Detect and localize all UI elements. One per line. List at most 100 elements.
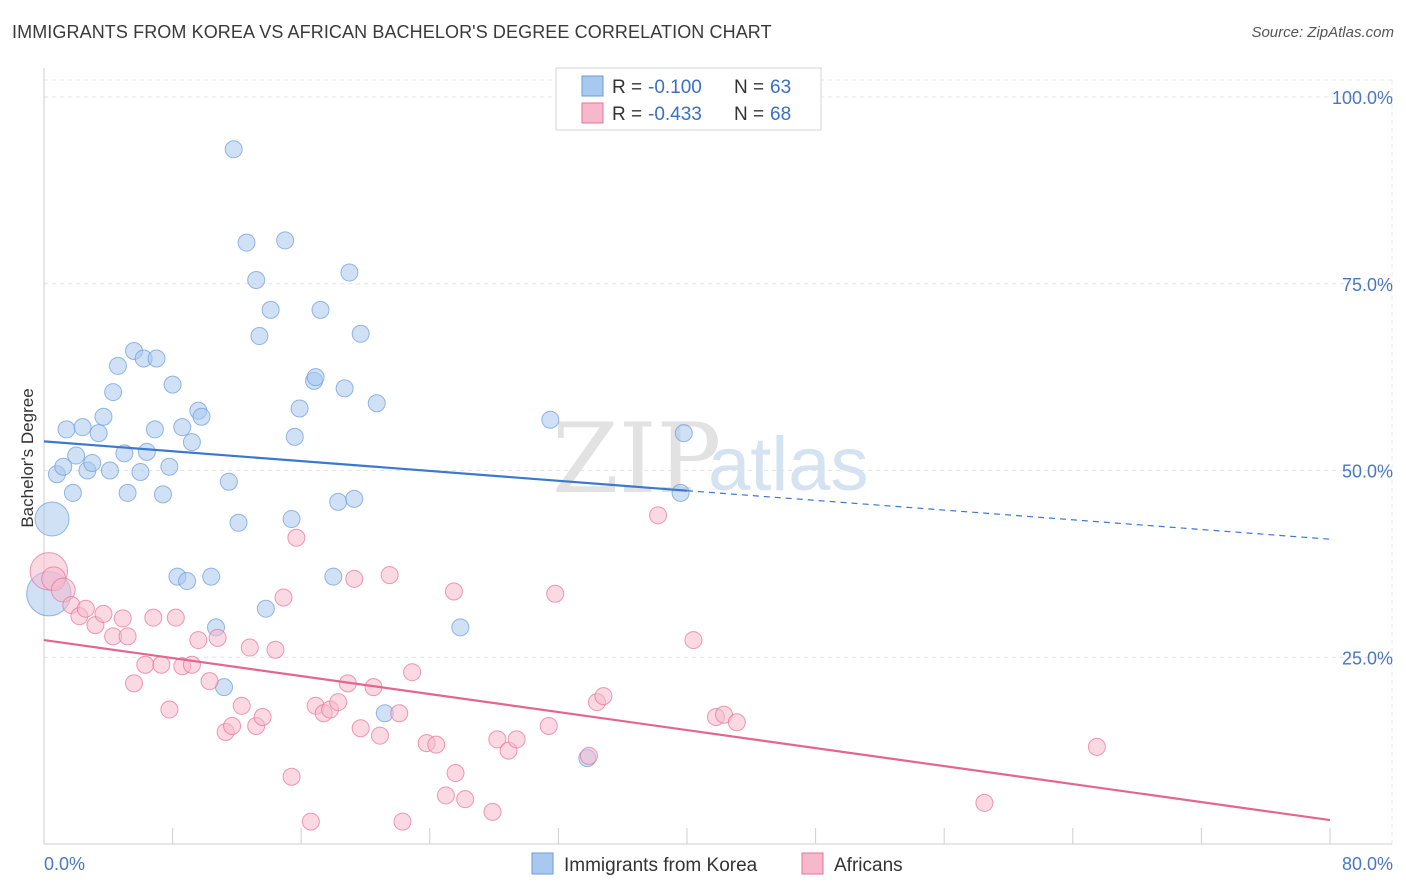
legend-r-value-korea: -0.100: [648, 77, 702, 98]
data-point: [192, 407, 211, 426]
data-point: [370, 726, 389, 745]
data-point: [153, 485, 172, 504]
y-tick-label: 75.0%: [1342, 275, 1393, 295]
data-point: [108, 356, 127, 375]
data-point: [189, 631, 208, 650]
data-point: [67, 446, 86, 465]
watermark: ZIP atlas: [552, 403, 869, 515]
data-point: [539, 716, 558, 735]
data-point: [393, 812, 412, 831]
data-point: [131, 462, 150, 481]
data-point: [541, 410, 560, 429]
y-tick-label: 50.0%: [1342, 462, 1393, 482]
legend-r-value-africans: -0.433: [648, 104, 702, 125]
data-point: [237, 233, 256, 252]
data-point: [166, 608, 185, 627]
data-point: [100, 461, 119, 480]
watermark-zip: ZIP: [552, 403, 721, 515]
y-tick-label: 25.0%: [1342, 648, 1393, 668]
legend-n-label-africans: N =: [734, 104, 764, 125]
data-point: [144, 608, 163, 627]
data-point: [287, 528, 306, 547]
data-point: [182, 655, 201, 674]
data-point: [329, 492, 348, 511]
data-point: [118, 627, 137, 646]
data-point: [456, 790, 475, 809]
data-point: [285, 427, 304, 446]
data-point: [340, 263, 359, 282]
bottom-legend-label-africans: Africans: [834, 855, 903, 876]
data-point: [311, 300, 330, 319]
legend-swatch-africans: [581, 102, 604, 124]
data-point: [173, 418, 192, 437]
data-point: [219, 472, 238, 491]
data-point: [649, 506, 668, 525]
legend-r-label-korea: R =: [612, 77, 642, 98]
data-point: [351, 324, 370, 343]
series-korea-points: [26, 140, 693, 768]
data-point: [351, 719, 370, 738]
data-point: [118, 483, 137, 502]
data-point: [444, 582, 463, 601]
data-point: [390, 704, 409, 723]
data-point: [76, 599, 95, 618]
data-point: [674, 424, 693, 443]
data-point: [163, 375, 182, 394]
y-tick-labels: 100.0% 75.0% 50.0% 25.0%: [1332, 88, 1393, 668]
data-point: [483, 802, 502, 821]
data-point: [160, 457, 179, 476]
chart-title: IMMIGRANTS FROM KOREA VS AFRICAN BACHELO…: [12, 22, 772, 42]
data-point: [367, 394, 386, 413]
trend-line-africans: [43, 638, 1331, 822]
data-point: [451, 618, 470, 637]
data-point: [345, 569, 364, 588]
data-point: [345, 489, 364, 508]
bottom-legend-label-korea: Immigrants from Korea: [564, 855, 758, 876]
data-point: [594, 687, 613, 706]
data-point: [152, 655, 171, 674]
data-point: [282, 510, 301, 529]
axes: [43, 68, 1392, 845]
data-point: [104, 383, 123, 402]
trend-line-korea: [43, 440, 688, 492]
data-point: [182, 433, 201, 452]
trend-lines: [43, 440, 1331, 822]
data-point: [282, 767, 301, 786]
bottom-legend: Immigrants from Korea Africans: [531, 852, 903, 876]
data-point: [1087, 737, 1106, 756]
data-point: [247, 271, 266, 290]
data-point: [266, 640, 285, 659]
legend-n-label-korea: N =: [734, 77, 764, 98]
data-point: [380, 566, 399, 585]
data-point: [202, 567, 221, 586]
data-point: [727, 713, 746, 732]
data-point: [290, 399, 309, 418]
data-point: [115, 444, 134, 463]
bottom-legend-swatch-africans: [801, 852, 824, 875]
data-point: [178, 572, 197, 591]
data-point: [671, 483, 690, 502]
data-point: [684, 631, 703, 650]
data-point: [276, 231, 295, 250]
data-point: [427, 735, 446, 754]
data-point: [403, 663, 422, 682]
y-axis-label: Bachelor's Degree: [18, 388, 37, 527]
source-label: Source: ZipAtlas.com: [1251, 24, 1394, 41]
data-point: [546, 584, 565, 603]
watermark-atlas: atlas: [708, 422, 869, 507]
data-point: [256, 599, 275, 618]
data-point: [73, 418, 92, 437]
legend-n-value-africans: 68: [770, 104, 791, 125]
data-point: [145, 420, 164, 439]
data-point: [507, 730, 526, 749]
bottom-legend-swatch-korea: [531, 852, 554, 875]
data-point: [488, 730, 507, 749]
data-point: [301, 812, 320, 831]
data-point: [446, 764, 465, 783]
data-point: [113, 609, 132, 628]
data-point: [89, 424, 108, 443]
data-point: [125, 674, 144, 693]
data-point: [208, 628, 227, 647]
data-point: [136, 655, 155, 674]
